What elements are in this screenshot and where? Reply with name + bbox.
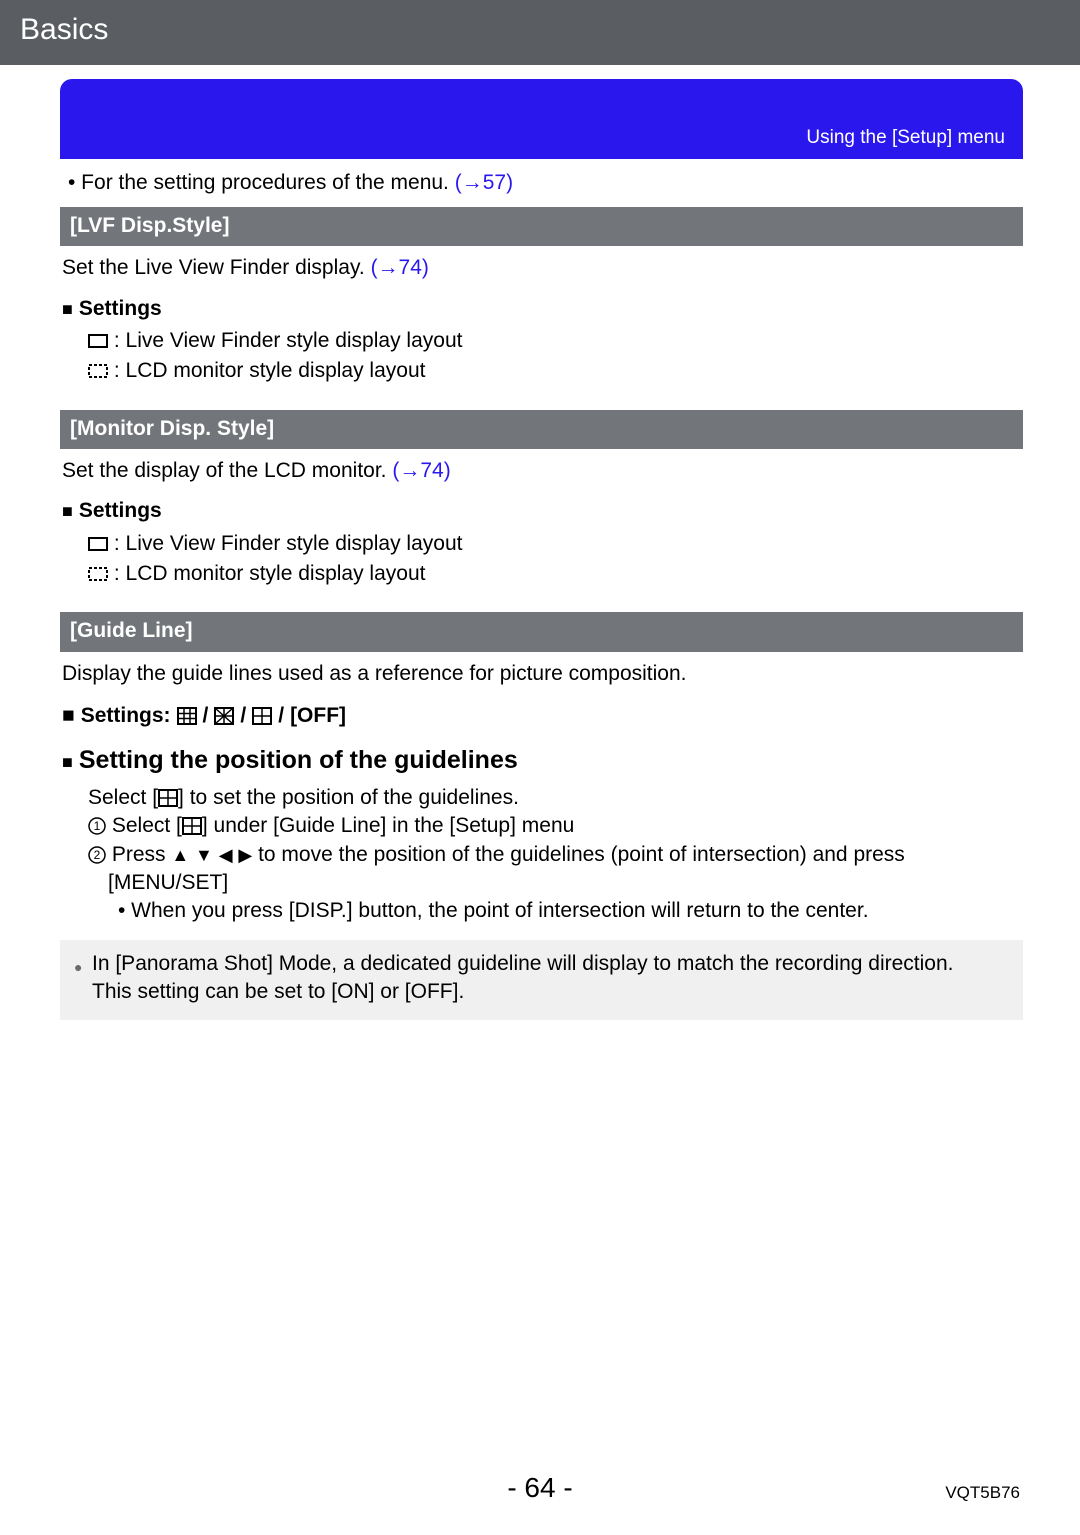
- guide-step2-prefix: Press: [112, 843, 172, 866]
- guide-sel-prefix: Select [: [88, 786, 158, 809]
- arrow-right-icon: [238, 845, 252, 865]
- monitor-desc: Set the display of the LCD monitor. (→74…: [62, 457, 1023, 485]
- intro-link[interactable]: (→57): [455, 171, 513, 194]
- lvf-desc-link[interactable]: (→74): [371, 256, 429, 279]
- lvf-opt2-text: : LCD monitor style display layout: [114, 359, 426, 382]
- monitor-settings-heading: Settings: [62, 497, 1023, 525]
- guide-step2-mid: to move the position of the guidelines (…: [258, 843, 905, 866]
- content-area: Using the [Setup] menu • For the setting…: [0, 65, 1080, 1021]
- guide-step2: Press to move the position of the guidel…: [88, 841, 1023, 869]
- circled-1-icon: [88, 817, 106, 835]
- circled-2-icon: [88, 846, 106, 864]
- dashed-rect-icon: [88, 565, 108, 583]
- monitor-opt1: : Live View Finder style display layout: [88, 530, 1023, 558]
- lvf-desc-text: Set the Live View Finder display.: [62, 256, 371, 279]
- page-header: Basics: [0, 0, 1080, 65]
- lvf-settings-heading: Settings: [62, 295, 1023, 323]
- rect-icon: [88, 332, 108, 350]
- monitor-opt1-text: : Live View Finder style display layout: [114, 532, 463, 555]
- monitor-desc-link[interactable]: (→74): [392, 459, 450, 482]
- guide-sel-suffix: ] to set the position of the guidelines.: [178, 786, 519, 809]
- banner-right-label: Using the [Setup] menu: [806, 125, 1005, 151]
- page-number: - 64 -: [0, 1469, 1080, 1507]
- guide-step1-suffix: ] under [Guide Line] in the [Setup] menu: [202, 814, 574, 837]
- lvf-desc: Set the Live View Finder display. (→74): [62, 254, 1023, 282]
- x-pattern-icon: [214, 707, 234, 725]
- intro-text: • For the setting procedures of the menu…: [68, 171, 455, 194]
- guide-step1: Select [ ] under [Guide Line] in the [Set…: [88, 812, 1023, 840]
- grid-icon: [177, 707, 197, 725]
- section-bar-guide: [Guide Line]: [60, 612, 1023, 651]
- rect-icon: [88, 535, 108, 553]
- arrow-left-icon: [219, 845, 233, 865]
- section-bar-monitor: [Monitor Disp. Style]: [60, 410, 1023, 449]
- section-bar-lvf: [LVF Disp.Style]: [60, 207, 1023, 246]
- header-title: Basics: [20, 13, 108, 46]
- lvf-opt1: : Live View Finder style display layout: [88, 327, 1023, 355]
- doc-code: VQT5B76: [945, 1482, 1020, 1505]
- banner: Using the [Setup] menu: [60, 79, 1023, 159]
- guide-position-heading: Setting the position of the guidelines: [62, 744, 1023, 778]
- note-pano1: In [Panorama Shot] Mode, a dedicated gui…: [92, 950, 954, 978]
- cross-icon: [182, 817, 202, 835]
- monitor-opt2: : LCD monitor style display layout: [88, 560, 1023, 588]
- bullet-icon: [74, 950, 92, 978]
- cross-icon: [158, 789, 178, 807]
- note-pano2: This setting can be set to [ON] or [OFF]…: [92, 978, 1009, 1006]
- dashed-rect-icon: [88, 362, 108, 380]
- guide-off-label: [OFF]: [290, 702, 346, 730]
- monitor-opt2-text: : LCD monitor style display layout: [114, 562, 426, 585]
- arrow-up-icon: [171, 845, 189, 865]
- note-box: In [Panorama Shot] Mode, a dedicated gui…: [60, 940, 1023, 1021]
- monitor-desc-text: Set the display of the LCD monitor.: [62, 459, 392, 482]
- guide-step1-prefix: Select [: [112, 814, 182, 837]
- guide-settings-label: Settings:: [81, 702, 171, 730]
- lvf-opt2: : LCD monitor style display layout: [88, 357, 1023, 385]
- lvf-opt1-text: : Live View Finder style display layout: [114, 329, 463, 352]
- arrow-down-icon: [195, 845, 213, 865]
- guide-note-disp: • When you press [DISP.] button, the poi…: [118, 897, 1023, 925]
- guide-select-line: Select [ ] to set the position of the gui…: [88, 784, 1023, 812]
- guide-desc: Display the guide lines used as a refere…: [62, 660, 1023, 688]
- guide-settings-line: ■ Settings: / / / [OFF]: [62, 702, 1023, 730]
- intro-line: • For the setting procedures of the menu…: [68, 169, 1023, 197]
- cross-icon: [252, 707, 272, 725]
- guide-step2-end: [MENU/SET]: [108, 869, 1023, 897]
